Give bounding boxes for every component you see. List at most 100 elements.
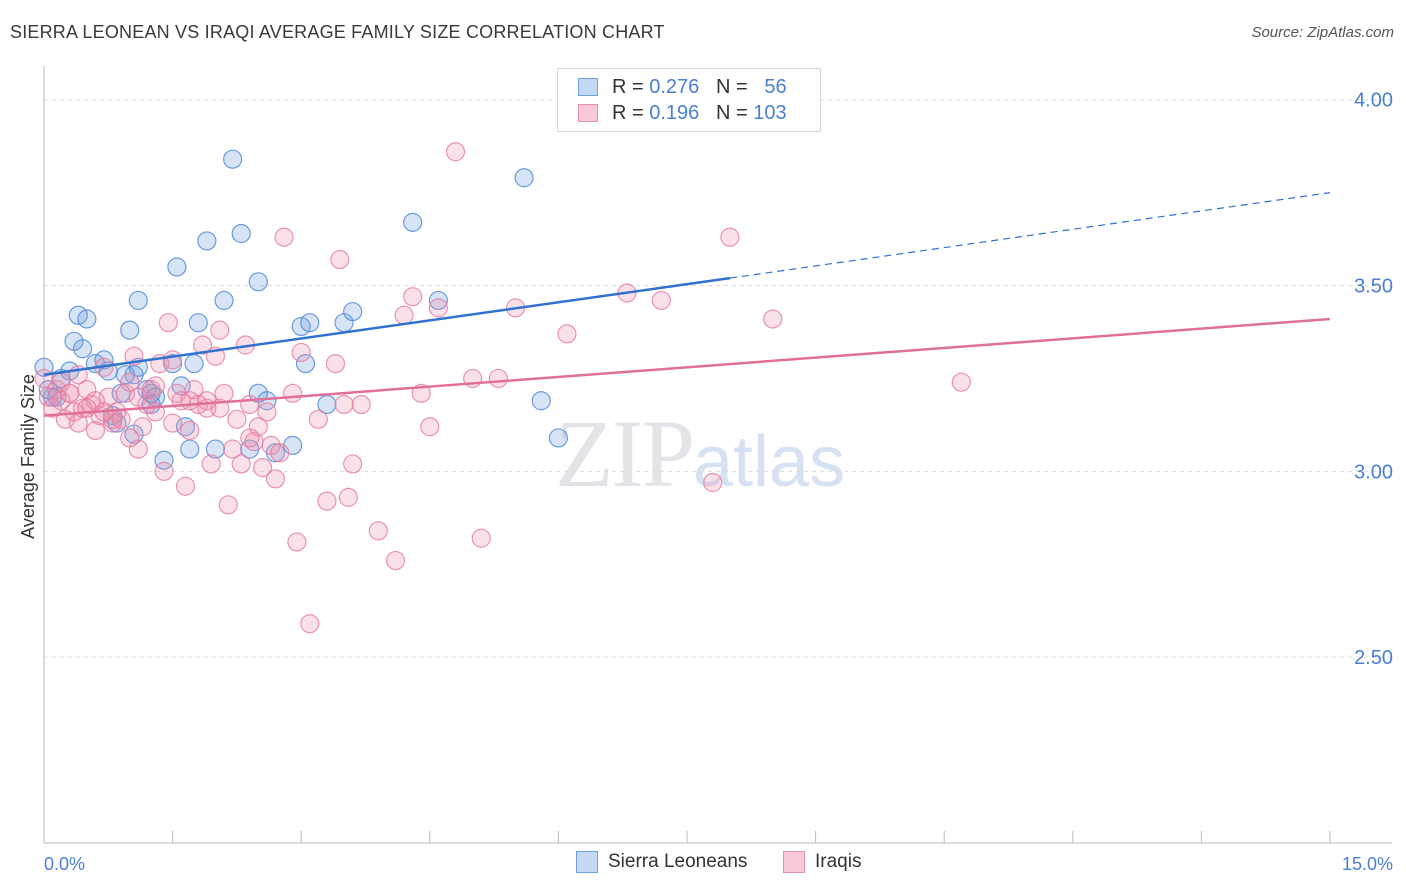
iraqi-point xyxy=(163,413,183,433)
iraqi-point xyxy=(218,495,238,515)
y-tick-label: 3.50 xyxy=(1354,276,1393,298)
iraqi-point xyxy=(488,368,508,389)
x-tick-label: 0.0% xyxy=(44,854,85,874)
iraqi-point xyxy=(338,487,358,507)
iraqi-point xyxy=(283,383,303,403)
iraqi-point xyxy=(334,394,354,415)
iraqi-point xyxy=(154,461,174,481)
iraqi-point xyxy=(85,420,106,441)
sierra-leonean-point xyxy=(531,391,551,411)
iraqi-point xyxy=(175,476,196,496)
iraqi-point xyxy=(651,290,671,311)
sierra-leonean-point xyxy=(128,290,148,311)
iraqi-point xyxy=(325,353,346,374)
iraqi-point xyxy=(120,428,140,448)
sierra-leonean-point xyxy=(94,350,114,370)
sierra-leonean-point xyxy=(188,313,208,333)
legend-n-value: 103 xyxy=(753,101,787,124)
sierra-leonean-point xyxy=(295,353,316,374)
iraqi-point xyxy=(120,372,140,392)
sierra-leonean-point xyxy=(77,309,97,329)
iraqi-point xyxy=(445,142,466,162)
sierra-leonean-point xyxy=(300,313,320,333)
sierra-leonean-trend-line-projection xyxy=(729,192,1331,279)
watermark: ZIPatlas xyxy=(555,398,845,509)
correlation-legend: R = 0.276 N = 56 R = 0.196 N = 103 xyxy=(557,68,821,132)
iraqi-point xyxy=(420,417,440,437)
sierra-leonean-trend-line xyxy=(43,276,731,376)
legend-n-label: N = xyxy=(715,101,748,124)
iraqi-point xyxy=(428,298,448,318)
legend-row-iraqis: R = 0.196 N = 103 xyxy=(578,100,787,126)
iraqi-point xyxy=(703,472,723,493)
legend-swatch-iraqis xyxy=(578,104,598,122)
iraqi-point xyxy=(403,287,423,307)
iraqi-point xyxy=(132,417,153,437)
sierra-leonean-point xyxy=(184,353,204,374)
iraqi-point xyxy=(163,350,183,370)
sierra-leonean-point xyxy=(514,168,534,188)
iraqi-point xyxy=(214,383,234,403)
sierra-leonean-point xyxy=(214,290,234,311)
bottom-legend-label-iraqis: Iraqis xyxy=(815,851,862,872)
iraqi-point xyxy=(471,528,491,548)
legend-r-value: 0.196 xyxy=(649,101,700,124)
sierra-leonean-point xyxy=(72,339,93,359)
iraqi-point xyxy=(257,402,277,422)
sierra-leonean-point xyxy=(167,257,187,277)
iraqi-trend-line xyxy=(43,317,1331,417)
iraqi-point xyxy=(368,521,388,541)
watermark-zip: ZIP xyxy=(555,400,695,507)
iraqi-point xyxy=(210,320,230,340)
sierra-leonean-point xyxy=(248,272,268,292)
sierra-leonean-point xyxy=(231,223,251,244)
legend-swatch-sierra-leoneans xyxy=(578,78,598,96)
iraqi-point xyxy=(351,394,371,415)
iraqi-point xyxy=(145,376,166,396)
sierra-leonean-point xyxy=(34,357,54,377)
legend-row-sierra-leoneans: R = 0.276 N = 56 xyxy=(578,74,787,100)
iraqi-point xyxy=(60,383,80,403)
iraqi-point xyxy=(274,227,294,247)
y-axis-label: Average Family Size xyxy=(18,374,38,539)
iraqi-point xyxy=(158,313,178,333)
sierra-leonean-point xyxy=(223,149,243,169)
bottom-legend-swatch-sierra-leoneans xyxy=(576,851,598,873)
legend-n-label: N = xyxy=(715,75,748,98)
sierra-leonean-point xyxy=(197,231,217,251)
iraqi-point xyxy=(720,227,740,247)
iraqi-point xyxy=(385,550,406,571)
iraqi-point xyxy=(330,249,350,270)
iraqi-point xyxy=(184,380,204,400)
bottom-legend-iraqis[interactable]: Iraqis xyxy=(783,851,861,873)
source-label: Source: ZipAtlas.com xyxy=(1251,24,1394,41)
sierra-leonean-point xyxy=(403,212,423,232)
bottom-legend-sierra-leoneans[interactable]: Sierra Leoneans xyxy=(576,851,747,873)
iraqi-point xyxy=(300,614,320,634)
iraqi-point xyxy=(951,372,971,392)
iraqi-point xyxy=(240,394,260,415)
watermark-atlas: atlas xyxy=(693,422,846,502)
legend-r-label: R = xyxy=(612,75,644,98)
bottom-legend-swatch-iraqis xyxy=(783,851,805,873)
iraqi-point xyxy=(223,439,243,459)
sierra-leonean-point xyxy=(120,320,140,340)
iraqi-point xyxy=(115,383,136,403)
legend-n-value: 56 xyxy=(764,75,787,98)
iraqi-point xyxy=(201,454,221,474)
y-tick-label: 2.50 xyxy=(1354,647,1393,669)
legend-r-label: R = xyxy=(612,101,644,124)
iraqi-point xyxy=(287,532,307,552)
iraqi-point xyxy=(180,420,200,441)
sierra-leonean-point xyxy=(343,301,363,322)
iraqi-point xyxy=(180,391,200,411)
iraqi-point xyxy=(291,342,311,363)
iraqi-point xyxy=(128,387,148,407)
iraqi-point xyxy=(343,454,363,474)
sierra-leonean-point xyxy=(205,439,226,459)
chart-title: SIERRA LEONEAN VS IRAQI AVERAGE FAMILY S… xyxy=(10,22,665,42)
iraqi-point xyxy=(193,335,213,355)
iraqi-point xyxy=(270,443,290,463)
iraqi-point xyxy=(394,305,414,325)
